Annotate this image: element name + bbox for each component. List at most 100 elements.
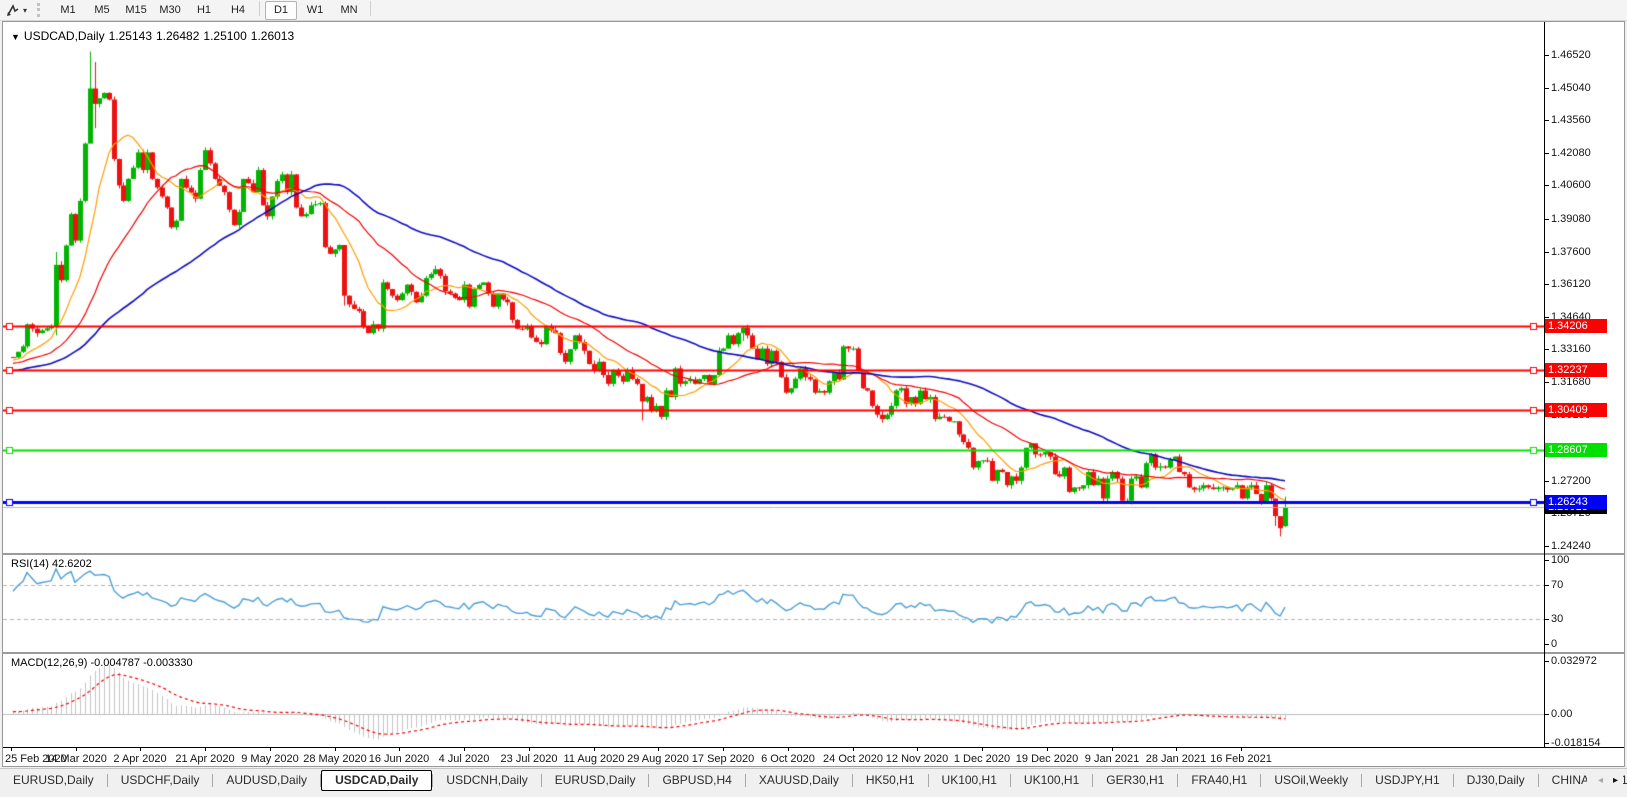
date-tick: [1112, 747, 1113, 751]
price-tick-label: 1.33160: [1545, 343, 1591, 355]
price-tick-label: 1.45040: [1545, 82, 1591, 94]
rsi-tick-label: 0: [1545, 638, 1557, 650]
price-tick-label: 1.40600: [1545, 179, 1591, 191]
date-tick: [594, 747, 595, 751]
symbol-tab-usdjpy[interactable]: USDJPY,H1: [1375, 773, 1440, 787]
tab-scroll-right-icon[interactable]: ▸: [1612, 775, 1618, 786]
ohlc-close: 1.26013: [250, 29, 295, 43]
tab-separator: [648, 774, 650, 787]
timeframe-button-m1[interactable]: M1: [60, 3, 76, 16]
symbol-tab-audusd[interactable]: AUDUSD,Daily: [226, 773, 308, 787]
price-tick-label: 1.39080: [1545, 213, 1591, 225]
rsi-panel-separator[interactable]: [3, 553, 1624, 555]
tab-separator: [212, 774, 214, 787]
date-tick: [11, 747, 12, 751]
tab-separator: [927, 774, 929, 787]
date-tick-label: 25 Feb 2020: [5, 753, 67, 765]
tab-separator: [1361, 774, 1363, 787]
date-tick: [788, 747, 789, 751]
rsi-indicator-label: RSI(14) 42.6202: [11, 558, 92, 570]
price-tick-label: 1.46520: [1545, 49, 1591, 61]
date-tick: [1241, 747, 1242, 751]
timeframe-button-w1[interactable]: W1: [306, 3, 324, 16]
timeframe-button-mn[interactable]: MN: [340, 3, 358, 16]
symbol-tab-eurusd[interactable]: EURUSD,Daily: [554, 773, 636, 787]
chart-canvas[interactable]: [3, 22, 1544, 747]
symbol-tab-xauusd[interactable]: XAUUSD,Daily: [758, 773, 839, 787]
date-tick-label: 2 Apr 2020: [113, 753, 167, 765]
timeframe-button-h4[interactable]: H4: [230, 3, 246, 16]
ohlc-high: 1.26482: [156, 29, 200, 43]
date-tick-label: 29 Aug 2020: [627, 753, 689, 765]
date-tick: [982, 747, 983, 751]
symbol-tab-usoil[interactable]: USOil,Weekly: [1274, 773, 1349, 787]
tab-scroll-arrows: ◂ ▸: [1586, 769, 1623, 792]
timeframe-button-m5[interactable]: M5: [94, 3, 110, 16]
toolbar-separator: [370, 0, 372, 16]
tab-scroll-left-icon[interactable]: ◂: [1597, 775, 1603, 786]
date-tick: [399, 747, 400, 751]
tab-separator: [744, 774, 746, 787]
timeframe-button-h1[interactable]: H1: [196, 3, 212, 16]
tab-separator: [1260, 774, 1262, 787]
date-tick: [1176, 747, 1177, 751]
date-tick: [464, 747, 465, 751]
date-tick-label: 21 Apr 2020: [175, 753, 235, 765]
tab-separator: [1177, 774, 1179, 787]
macd-panel-separator[interactable]: [3, 652, 1624, 654]
macd-tick-label: 0.00: [1545, 708, 1572, 720]
hline-price-label: 1.28607: [1545, 442, 1607, 457]
symbol-tab-dj30[interactable]: DJ30,Daily: [1466, 773, 1525, 787]
date-tick-label: 19 Dec 2020: [1015, 753, 1079, 765]
date-tick-label: 16 Jun 2020: [368, 753, 430, 765]
collapse-triangle-icon[interactable]: ▼: [11, 32, 20, 42]
symbol-tab-uk100[interactable]: UK100,H1: [941, 773, 997, 787]
price-tick-label: 1.42080: [1545, 147, 1591, 159]
symbol-tab-gbpusd[interactable]: GBPUSD,H4: [662, 773, 732, 787]
tab-separator: [1009, 774, 1011, 787]
timeframe-button-d1[interactable]: D1: [265, 0, 298, 20]
symbol-tab-hk50[interactable]: HK50,H1: [865, 773, 915, 787]
cursor-tool-dropdown-icon[interactable]: ▾: [23, 5, 28, 15]
date-tick: [76, 747, 77, 751]
chart-title: ▼ USDCAD,Daily 1.25143 1.26482 1.25100 1.2601…: [11, 29, 298, 43]
symbol-tab-eurusd[interactable]: EURUSD,Daily: [13, 773, 94, 787]
date-tick-label: 14 Mar 2020: [45, 753, 107, 765]
tab-separator: [432, 774, 434, 787]
rsi-tick-label: 70: [1545, 579, 1563, 591]
date-tick: [335, 747, 336, 751]
date-tick: [658, 747, 659, 751]
date-tick-label: 11 Aug 2020: [563, 753, 625, 765]
date-tick: [723, 747, 724, 751]
date-tick: [853, 747, 854, 751]
symbol-tab-uk100[interactable]: UK100,H1: [1023, 773, 1080, 787]
symbol-tab-usdcnh[interactable]: USDCNH,Daily: [446, 773, 528, 787]
status-bar: [0, 791, 1627, 797]
tab-separator: [540, 774, 542, 787]
rsi-tick-label: 100: [1545, 554, 1569, 566]
hline-price-label: 1.26243: [1545, 494, 1607, 509]
price-tick-label: 1.36120: [1545, 278, 1591, 290]
timeframe-button-m15[interactable]: M15: [125, 3, 147, 16]
symbol-tab-usdcad[interactable]: USDCAD,Daily: [321, 770, 433, 791]
date-axis-border: [3, 747, 1624, 748]
macd-tick-label: 0.032972: [1545, 655, 1597, 667]
timeframe-button-m30[interactable]: M30: [159, 3, 181, 16]
symbol-tab-ger30[interactable]: GER30,H1: [1106, 773, 1165, 787]
ohlc-low: 1.25100: [203, 29, 247, 43]
cursor-tool-icon[interactable]: [3, 2, 23, 18]
tab-separator: [1537, 774, 1539, 787]
hline-price-label: 1.32237: [1545, 362, 1607, 377]
date-tick-label: 1 Dec 2020: [953, 753, 1011, 765]
toolbar-separator: [259, 0, 261, 16]
tab-separator: [1092, 774, 1094, 787]
symbol-tab-usdchf[interactable]: USDCHF,Daily: [120, 773, 200, 787]
timeframe-toolbar: ▾ M1 M5 M15 M30 H1 H4 D1 W1 MN: [0, 0, 1627, 21]
price-tick-label: 1.31680: [1545, 376, 1591, 388]
date-tick-label: 23 Jul 2020: [500, 753, 558, 765]
symbol-tab-fra40[interactable]: FRA40,H1: [1191, 773, 1248, 787]
toolbar-grip: [37, 3, 43, 17]
price-tick-label: 1.24240: [1545, 540, 1591, 552]
macd-indicator-label: MACD(12,26,9) -0.004787 -0.003330: [11, 657, 193, 669]
